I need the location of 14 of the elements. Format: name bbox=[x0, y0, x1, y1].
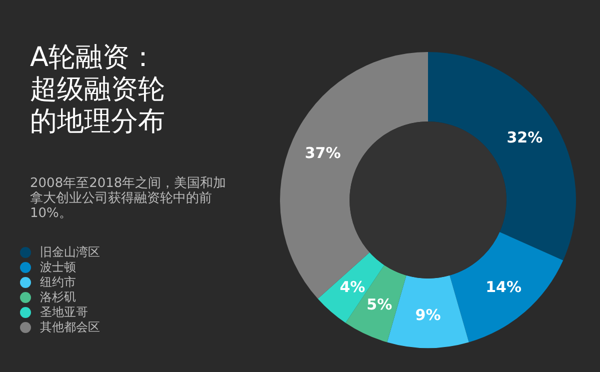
data-label: 32% bbox=[506, 128, 543, 146]
text: A轮融资：超级融资轮的地理分布 bbox=[30, 42, 166, 138]
data-label: 9% bbox=[415, 306, 441, 324]
data-label: 4% bbox=[340, 278, 366, 296]
legend-label: 其他都会区 bbox=[40, 320, 100, 335]
data-label: 5% bbox=[366, 295, 392, 314]
legend-label: 纽约市 bbox=[40, 275, 76, 290]
legend-label: 圣地亚哥 bbox=[40, 305, 88, 320]
legend-label: 旧金山湾区 bbox=[40, 245, 100, 260]
legend-label: 波士顿 bbox=[40, 260, 76, 275]
data-label: 37% bbox=[304, 144, 341, 162]
text: 2008年至2018年之间，美国和加拿大创业公司获得融资轮中的前10%。 bbox=[30, 176, 228, 221]
legend-label: 洛杉矶 bbox=[40, 290, 76, 305]
data-label: 14% bbox=[486, 278, 522, 296]
